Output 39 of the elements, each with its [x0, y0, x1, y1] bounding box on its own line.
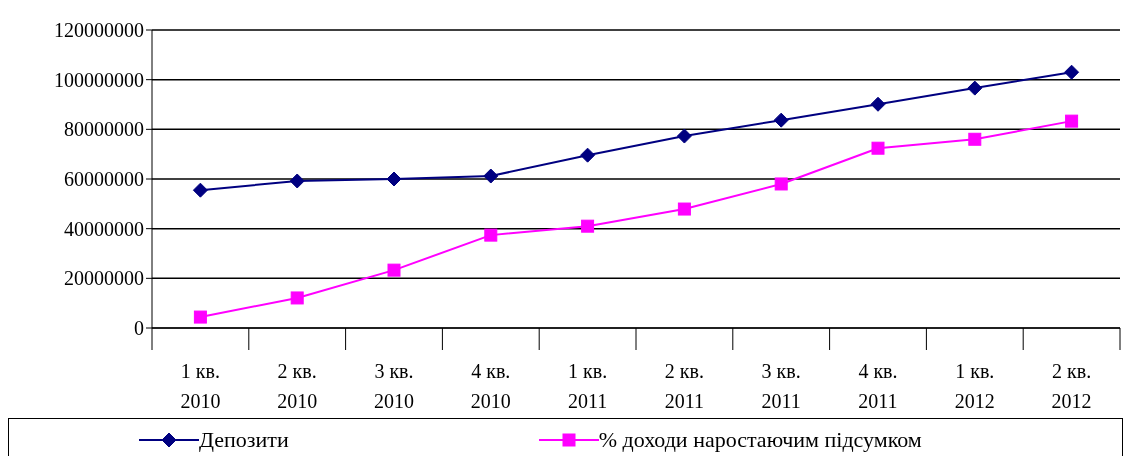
- point: [677, 202, 691, 216]
- point: [871, 141, 885, 155]
- x-tick-label: 2 кв. 2010: [277, 360, 318, 412]
- point: [484, 228, 498, 242]
- point: [676, 128, 692, 144]
- x-tick-label: 4 кв. 2011: [858, 360, 898, 412]
- legend-label: Депозити: [199, 427, 289, 453]
- x-tick-label: 2 кв. 2012: [1051, 360, 1092, 412]
- point: [1064, 64, 1080, 80]
- point: [1065, 114, 1079, 128]
- y-tick-label: 60000000: [64, 168, 144, 191]
- legend-label: % доходи наростаючим підсумком: [598, 427, 922, 453]
- y-tick-label: 20000000: [64, 267, 144, 290]
- x-tick-label: 4 кв. 2010: [470, 360, 511, 412]
- point: [870, 96, 886, 112]
- y-tick-label: 0: [134, 317, 144, 340]
- point: [289, 173, 305, 189]
- point: [193, 310, 207, 324]
- point: [290, 291, 304, 305]
- x-tick-label: 3 кв. 2010: [374, 360, 414, 412]
- point: [387, 263, 401, 277]
- y-tick-label: 40000000: [64, 217, 144, 240]
- point: [967, 80, 983, 96]
- point: [483, 168, 499, 184]
- point: [386, 171, 402, 187]
- point: [774, 177, 788, 191]
- point: [192, 182, 208, 198]
- x-tick-label: 3 кв. 2011: [761, 360, 801, 412]
- x-tick-label: 1 кв. 2012: [954, 360, 995, 412]
- point: [968, 132, 982, 146]
- y-tick-label: 120000000: [54, 19, 144, 42]
- x-tick-label: 2 кв. 2011: [664, 360, 705, 412]
- y-tick-label: 100000000: [54, 68, 144, 91]
- x-tick-label: 1 кв. 2010: [180, 360, 221, 412]
- x-tick-label: 1 кв. 2011: [567, 360, 608, 412]
- point: [581, 219, 595, 233]
- point: [580, 147, 596, 163]
- y-tick-label: 80000000: [64, 118, 144, 141]
- point: [773, 112, 789, 128]
